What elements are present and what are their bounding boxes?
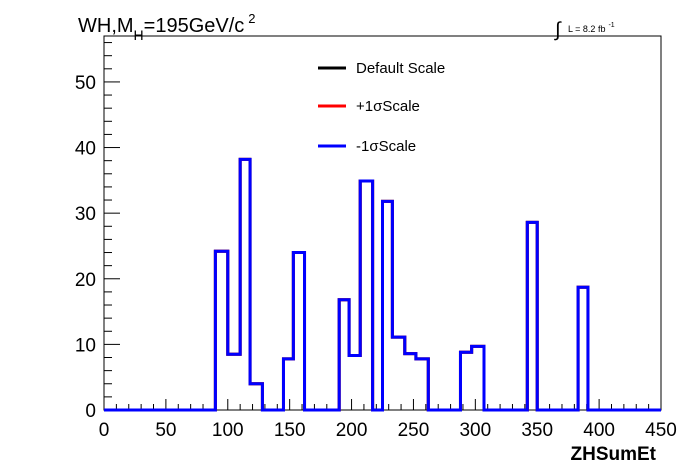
legend-label: -1σScale: [356, 138, 416, 155]
lumi-label: L = 8.2 fb -1: [568, 22, 615, 34]
x-tick-label: 50: [155, 420, 176, 441]
x-tick-label: 450: [645, 420, 677, 441]
y-tick-label: 20: [75, 270, 96, 291]
title-subscript: H: [134, 27, 144, 43]
y-tick-label: 40: [75, 139, 96, 160]
y-tick-label: 10: [75, 335, 96, 356]
y-tick-label: 50: [75, 73, 96, 94]
x-axis: 0 50 100 150 200 250 300 350 400 450: [99, 399, 677, 441]
legend: Default Scale +1σScale -1σScale: [318, 60, 445, 155]
x-tick-label: 200: [336, 420, 368, 441]
title-superscript: 2: [248, 11, 255, 26]
x-tick-label: 100: [212, 420, 244, 441]
title-prefix: WH,M: [78, 15, 134, 37]
lumi-integral-sign: ∫: [554, 19, 562, 41]
y-tick-label: 30: [75, 204, 96, 225]
histogram-series: [104, 157, 661, 412]
series-line-2: [104, 157, 661, 412]
lumi-text: L = 8.2 fb: [568, 24, 605, 34]
x-tick-label: 300: [459, 420, 491, 441]
x-tick-label: 150: [274, 420, 306, 441]
x-tick-label: 250: [398, 420, 430, 441]
chart-title: WH,MH=195GeV/c 2: [78, 11, 256, 43]
y-axis: 0 10 20 30 40 50: [75, 42, 120, 422]
x-tick-label: 0: [99, 420, 110, 441]
legend-label: +1σScale: [356, 98, 420, 115]
title-value: =195GeV/c: [144, 15, 245, 37]
x-tick-label: 350: [521, 420, 553, 441]
x-tick-label: 400: [583, 420, 615, 441]
y-tick-label: 0: [85, 401, 96, 422]
x-axis-label: ZHSumEt: [571, 444, 657, 465]
lumi-superscript: -1: [608, 22, 614, 29]
legend-label: Default Scale: [356, 60, 445, 77]
